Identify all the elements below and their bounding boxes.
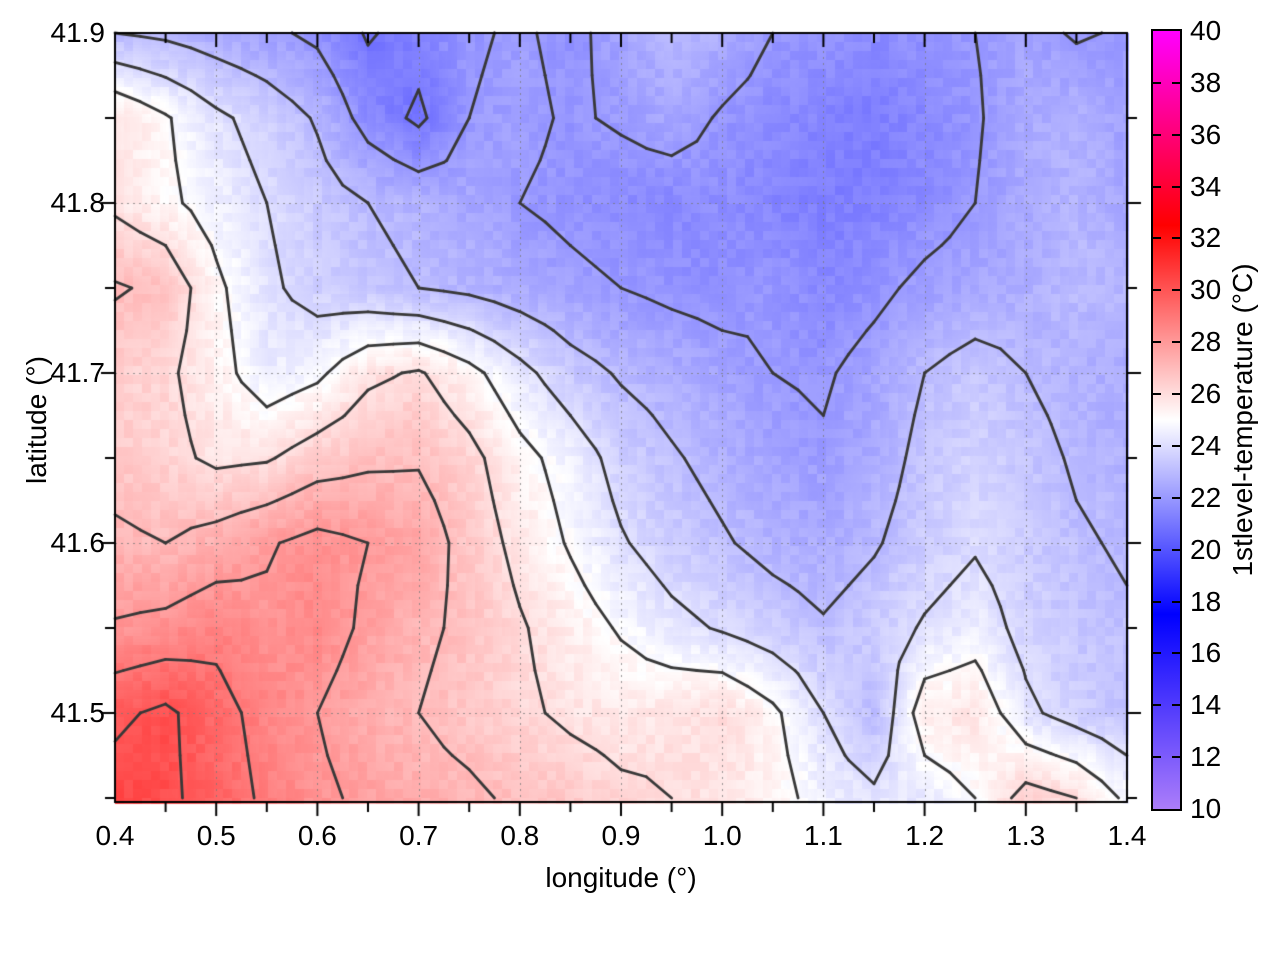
x-tick-label: 0.5: [196, 820, 236, 851]
colorbar-tick-mark: [1153, 548, 1161, 551]
colorbar-title: 1stlevel-temperature (°C): [1227, 263, 1258, 577]
colorbar-tick-mark: [1153, 341, 1161, 344]
colorbar-tick-label: 30: [1190, 274, 1222, 306]
colorbar-tick-mark: [1172, 341, 1180, 344]
colorbar-tick-mark: [1153, 289, 1161, 292]
colorbar-tick-label: 12: [1190, 741, 1222, 773]
y-tick-label: 41.6: [50, 527, 106, 558]
colorbar-tick-mark: [1153, 652, 1161, 655]
colorbar-tick-mark: [1153, 600, 1161, 603]
x-tick-label: 1.1: [803, 820, 843, 851]
colorbar-tick-mark: [1153, 496, 1161, 499]
colorbar-tick-label: 16: [1190, 637, 1222, 669]
colorbar-tick-label: 26: [1190, 378, 1222, 410]
y-tick-label: 41.9: [50, 17, 106, 48]
y-tick-label: 41.8: [50, 187, 106, 218]
colorbar-tick-mark: [1153, 81, 1161, 84]
colorbar-tick-mark: [1172, 652, 1180, 655]
colorbar-tick-label: 28: [1190, 326, 1222, 358]
x-axis-title: longitude (°): [545, 862, 697, 893]
x-tick-label: 0.6: [297, 820, 337, 851]
colorbar: [1151, 29, 1182, 811]
colorbar-tick-mark: [1172, 548, 1180, 551]
colorbar-tick-label: 10: [1190, 793, 1222, 824]
colorbar-tick-mark: [1153, 444, 1161, 447]
colorbar-tick-mark: [1153, 393, 1161, 396]
colorbar-tick-label: 20: [1190, 533, 1222, 565]
colorbar-tick-mark: [1153, 237, 1161, 240]
y-tick-label: 41.7: [50, 357, 106, 388]
colorbar-tick-mark: [1172, 185, 1180, 188]
x-tick-label: 0.9: [601, 820, 641, 851]
x-tick-label: 0.7: [399, 820, 439, 851]
colorbar-tick-mark: [1172, 393, 1180, 396]
x-tick-label: 1.3: [1006, 820, 1046, 851]
colorbar-tick-label: 22: [1190, 481, 1222, 513]
colorbar-tick-mark: [1172, 237, 1180, 240]
colorbar-tick-label: 24: [1190, 429, 1222, 461]
x-tick-label: 1.2: [905, 820, 945, 851]
colorbar-tick-mark: [1153, 133, 1161, 136]
colorbar-tick-mark: [1172, 133, 1180, 136]
colorbar-tick-mark: [1172, 704, 1180, 707]
x-tick-label: 0.8: [500, 820, 540, 851]
colorbar-tick-mark: [1153, 185, 1161, 188]
colorbar-tick-label: 40: [1190, 15, 1222, 46]
colorbar-tick-mark: [1153, 704, 1161, 707]
colorbar-tick-mark: [1172, 289, 1180, 292]
colorbar-tick-mark: [1172, 81, 1180, 84]
y-tick-label: 41.5: [50, 697, 106, 728]
colorbar-tick-mark: [1172, 756, 1180, 759]
colorbar-tick-mark: [1172, 600, 1180, 603]
colorbar-tick-label: 38: [1190, 66, 1222, 98]
colorbar-tick-label: 34: [1190, 170, 1222, 202]
x-tick-label: 1.0: [702, 820, 742, 851]
colorbar-tick-mark: [1153, 756, 1161, 759]
colorbar-tick-mark: [1172, 496, 1180, 499]
colorbar-tick-label: 18: [1190, 585, 1222, 617]
x-tick-label: 0.4: [95, 820, 135, 851]
x-tick-label: 1.4: [1107, 820, 1147, 851]
colorbar-tick-label: 36: [1190, 118, 1222, 150]
colorbar-tick-mark: [1172, 444, 1180, 447]
colorbar-tick-label: 32: [1190, 222, 1222, 254]
colorbar-tick-label: 14: [1190, 689, 1222, 721]
